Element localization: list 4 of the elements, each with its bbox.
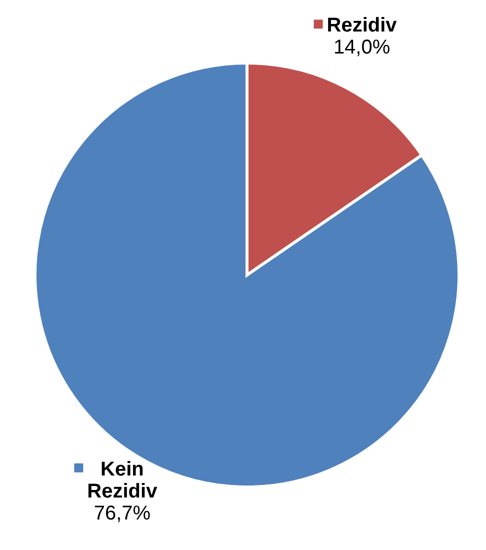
data-label: 76,7%: [94, 502, 151, 524]
data-label: 14,0%: [333, 36, 390, 59]
legend-label: Rezidiv: [326, 14, 398, 37]
legend-label: Kein Rezidiv: [87, 458, 158, 502]
